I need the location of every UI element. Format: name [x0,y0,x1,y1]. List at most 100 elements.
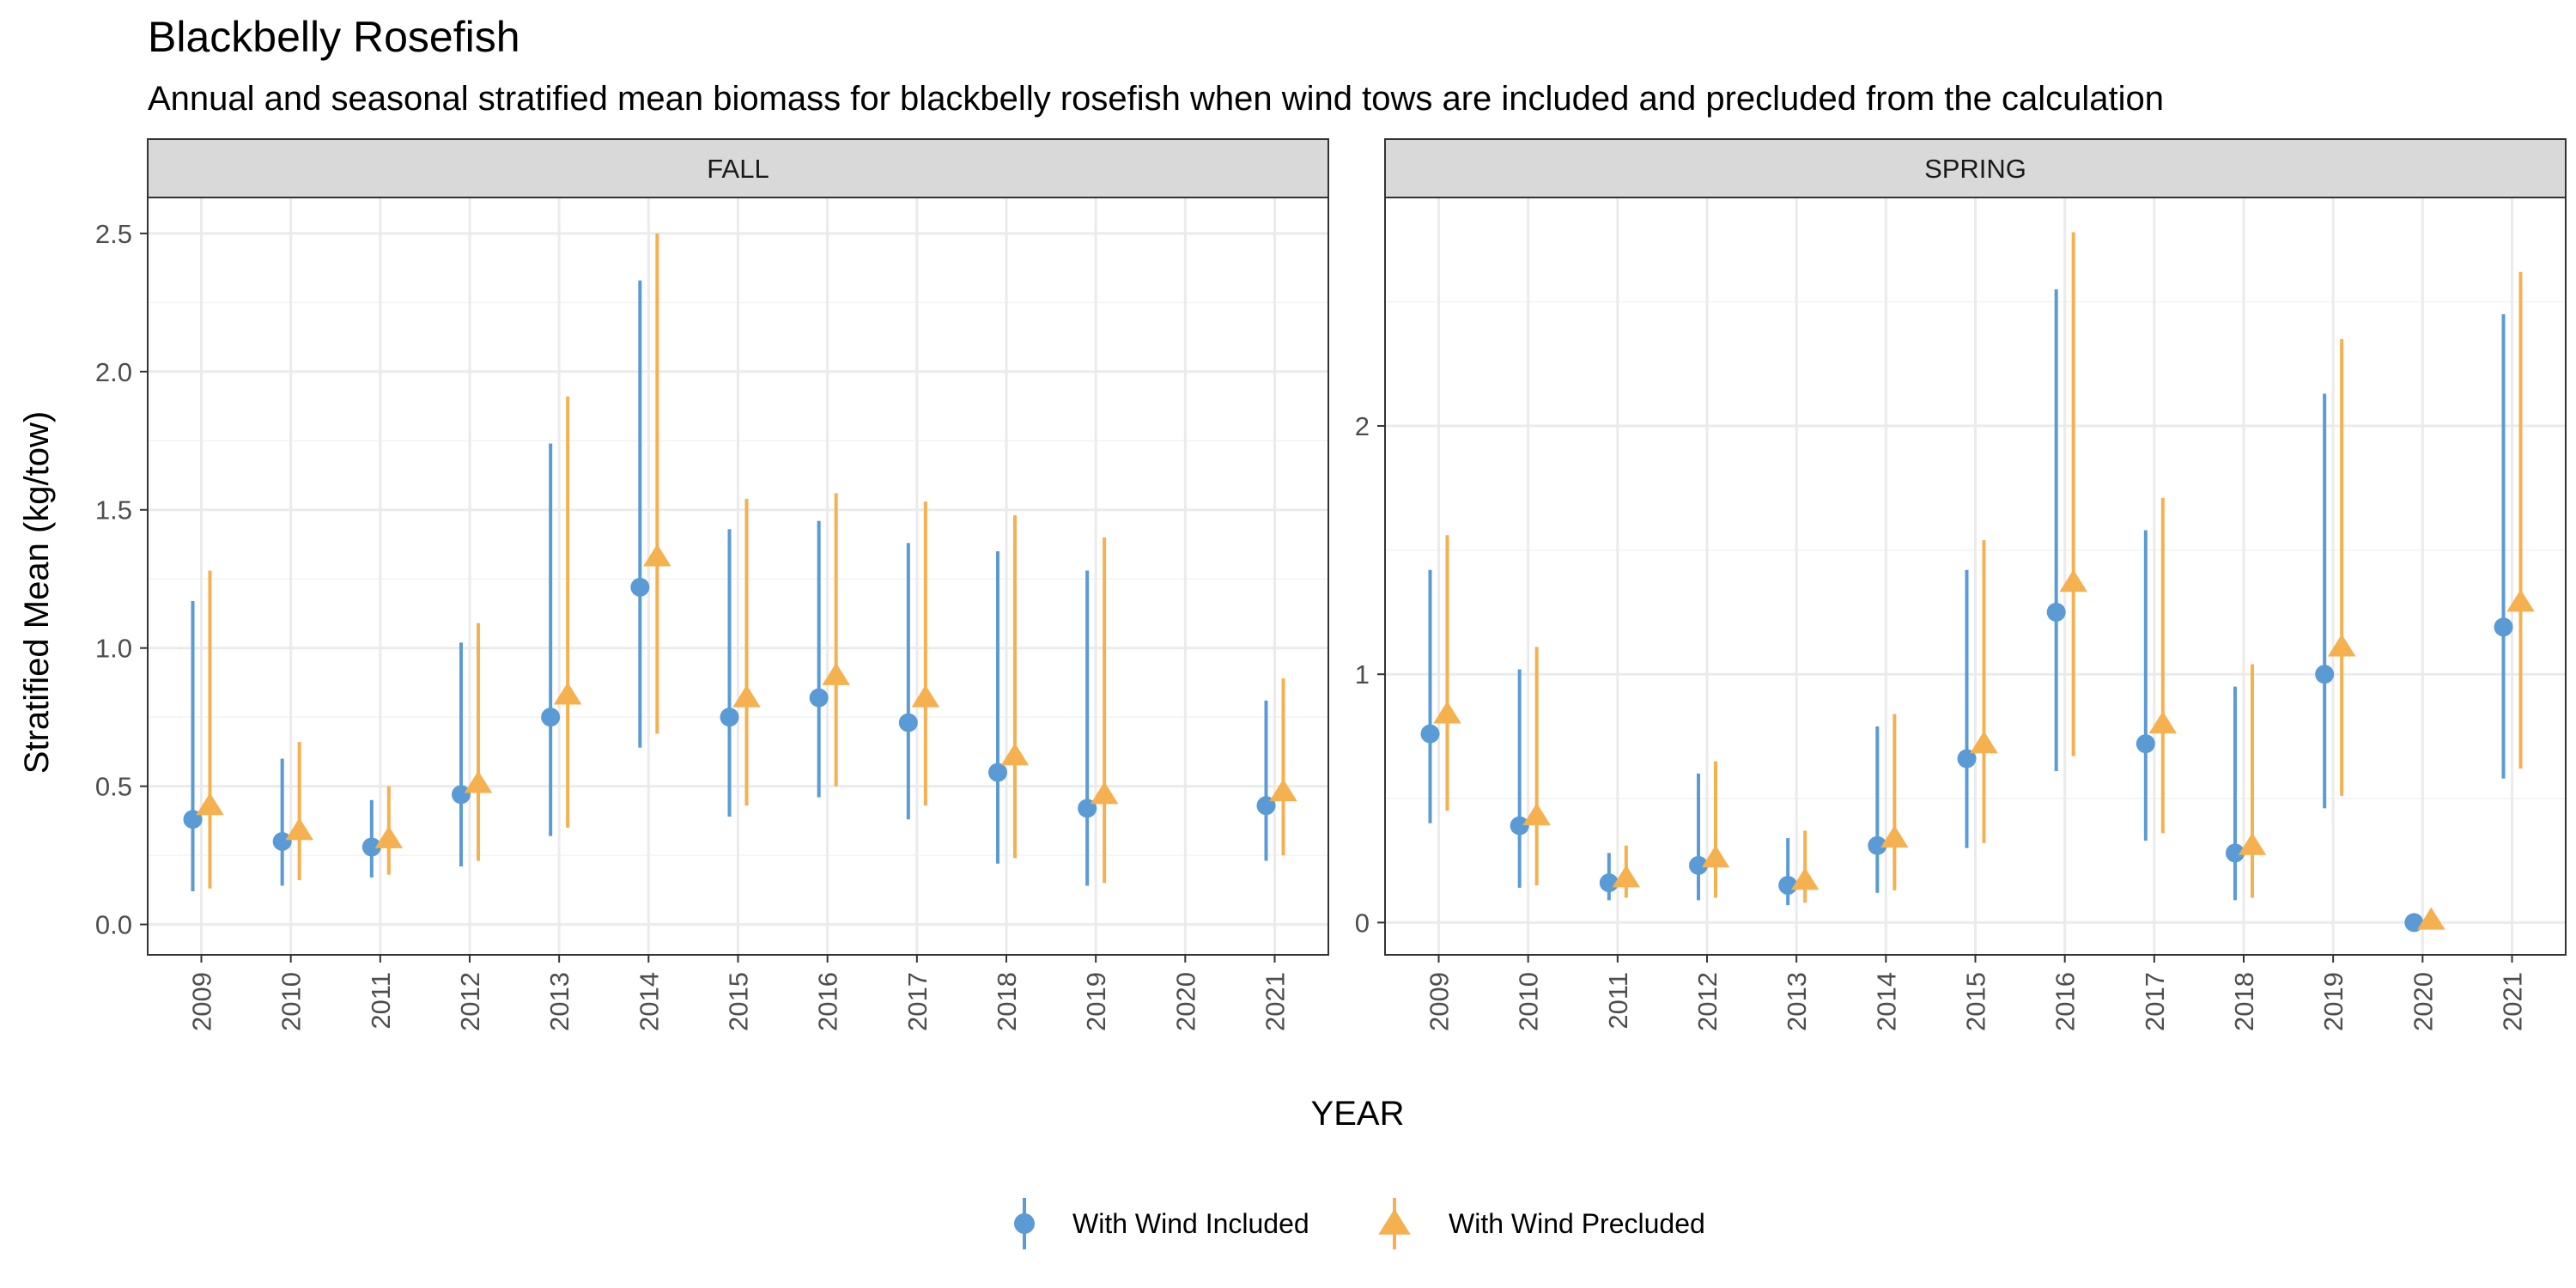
x-tick-label: 2018 [2229,972,2259,1031]
data-point [2046,602,2066,622]
data-point [1433,701,1461,724]
x-tick-label: 2021 [1261,972,1291,1031]
x-tick-label: 2019 [1081,972,1111,1031]
panel-strip-label: SPRING [1924,154,2026,184]
y-tick-label: 1.0 [95,634,132,664]
data-point [553,682,582,705]
legend-item: With Wind Included [1014,1198,1309,1249]
data-point [732,684,761,708]
chart-subtitle: Annual and seasonal stratified mean biom… [148,80,2164,118]
x-tick-label: 2017 [2140,972,2170,1031]
y-tick-label: 1.5 [95,495,132,526]
x-tick-label: 2016 [813,972,843,1031]
y-tick-label: 2.5 [95,219,132,249]
data-point [2148,711,2178,734]
data-point [2226,843,2245,863]
legend-key-marker [1014,1213,1035,1234]
y-tick-label: 2.0 [95,357,132,387]
data-point [720,708,739,727]
x-tick-label: 2013 [544,972,574,1031]
data-point [374,825,404,848]
x-tick-label: 2020 [1170,972,1200,1031]
x-tick-label: 2009 [187,972,217,1031]
data-point [822,662,850,685]
data-point [1880,825,1909,848]
data-point [2327,634,2356,657]
panel-border [1384,197,2567,956]
x-tick-label: 2016 [2050,972,2081,1031]
data-point [2238,832,2267,855]
x-tick-label: 2012 [455,972,485,1031]
chart-title: Blackbelly Rosefish [148,13,520,61]
data-point [1000,743,1030,766]
y-tick-label: 0 [1355,908,1370,938]
data-point [643,544,671,567]
data-point [1970,731,1998,754]
data-point [196,793,224,816]
data-point [1701,845,1730,868]
legend-label: With Wind Included [1072,1208,1309,1239]
legend: With Wind Included With Wind Precluded [1014,1198,1705,1249]
y-tick-label: 0.0 [95,910,132,940]
panel-fall: FALL 0.0 0.5 1.0 1.5 2.0 2.5 2009 2010 2011 2012 20… [95,138,1329,1031]
x-tick-label: 2014 [1871,972,1901,1031]
data-point [1510,816,1529,835]
data-point [2315,665,2335,684]
data-point [1868,835,1887,855]
data-point [272,832,292,852]
legend-label: With Wind Precluded [1449,1208,1705,1239]
data-point [2417,907,2445,930]
x-tick-label: 2011 [1603,972,1633,1030]
data-point [988,762,1007,782]
data-point [1522,803,1551,826]
x-tick-label: 2010 [276,972,307,1031]
x-tick-label: 2015 [724,972,754,1031]
x-tick-label: 2020 [2408,972,2438,1031]
panel-strip [1384,138,2567,198]
y-tick-label: 0.5 [95,772,132,802]
data-point [1269,779,1297,802]
x-tick-label: 2013 [1782,972,1812,1031]
data-point [2136,734,2155,754]
data-point [630,577,650,597]
legend-key-marker [1378,1208,1411,1235]
data-point [464,770,493,793]
x-tick-label: 2018 [992,972,1022,1031]
data-point [1612,865,1641,888]
panel-spring: SPRING 0 1 2 2009 2010 2011 2012 2013 2014 2015 201… [1355,138,2567,1031]
y-tick-label: 2 [1355,411,1370,441]
data-point [361,837,381,857]
data-point [898,713,918,732]
data-point [1778,876,1798,896]
data-point [1599,873,1619,893]
x-tick-label: 2010 [1514,972,1544,1031]
x-tick-label: 2017 [902,972,933,1031]
x-tick-label: 2009 [1425,972,1455,1031]
data-point [2059,569,2087,592]
x-tick-label: 2011 [366,972,396,1030]
data-point [809,688,829,708]
x-axis-title: YEAR [1311,1095,1405,1133]
panel-strip-label: FALL [707,154,769,184]
x-tick-label: 2019 [2318,972,2348,1031]
data-point [2506,589,2535,612]
data-point [1090,781,1119,805]
x-tick-label: 2021 [2498,972,2528,1031]
data-point [1790,867,1820,890]
data-point [2494,617,2513,637]
data-point [1420,724,1440,744]
x-tick-label: 2014 [634,972,664,1031]
panel-border [147,197,1329,956]
data-point [452,785,471,805]
x-tick-label: 2012 [1692,972,1722,1031]
data-point [285,817,313,841]
y-axis-title: Stratified Mean (kg/tow) [18,411,56,774]
x-tick-label: 2015 [1961,972,1991,1031]
data-point [1957,749,1977,769]
legend-item: With Wind Precluded [1378,1198,1705,1249]
y-tick-label: 1 [1355,659,1370,690]
data-point [541,708,561,727]
panel-strip [147,138,1329,198]
